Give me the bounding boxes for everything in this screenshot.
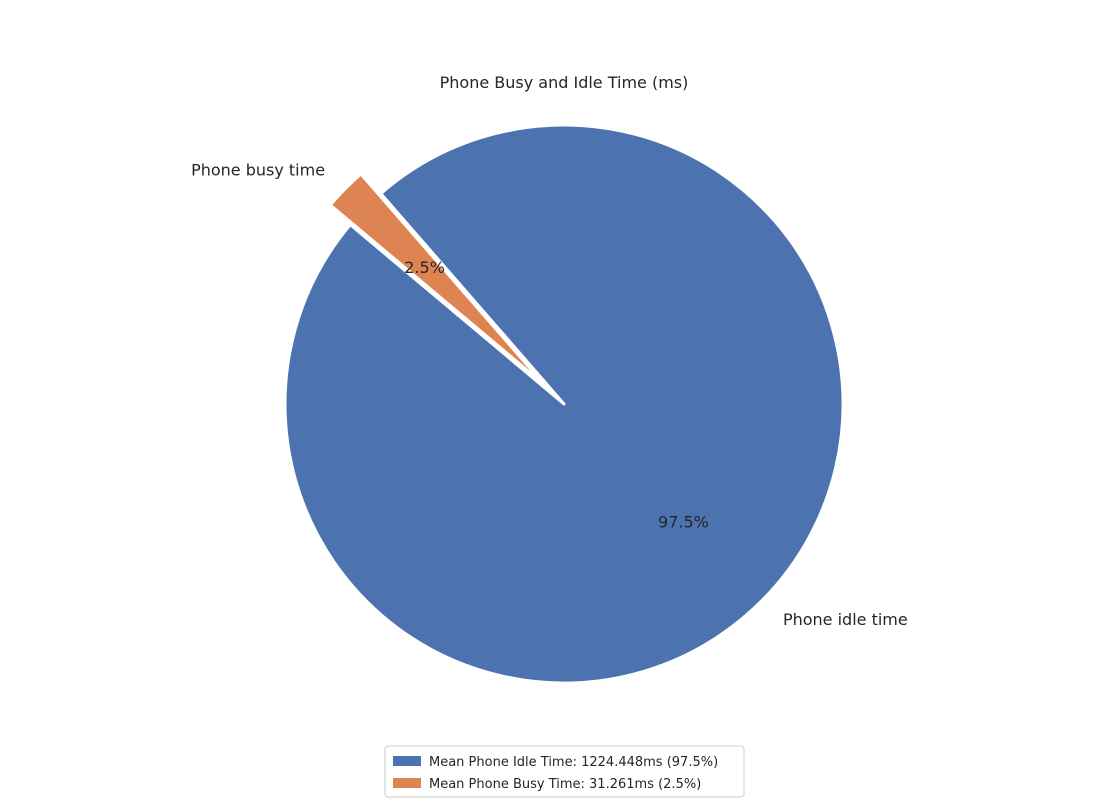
pie-category-label-busy: Phone busy time <box>191 160 325 179</box>
legend-swatch-idle <box>393 756 421 766</box>
legend-entry-busy: Mean Phone Busy Time: 31.261ms (2.5%) <box>429 777 701 792</box>
pie-category-label-idle: Phone idle time <box>783 610 908 629</box>
pie-labels: 97.5% Phone idle time 2.5% Phone busy time <box>191 160 908 629</box>
chart-title: Phone Busy and Idle Time (ms) <box>440 73 689 92</box>
pie-slices <box>283 123 845 685</box>
legend-entry-idle: Mean Phone Idle Time: 1224.448ms (97.5%) <box>429 755 718 770</box>
legend-frame <box>384 745 745 798</box>
legend-swatch-busy <box>393 778 421 788</box>
pie-percent-label-busy: 2.5% <box>404 258 445 277</box>
legend: Mean Phone Idle Time: 1224.448ms (97.5%)… <box>384 745 745 798</box>
pie-slice-busy <box>328 172 546 386</box>
pie-percent-label-idle: 97.5% <box>658 512 709 531</box>
pie-slice-idle <box>283 123 845 685</box>
